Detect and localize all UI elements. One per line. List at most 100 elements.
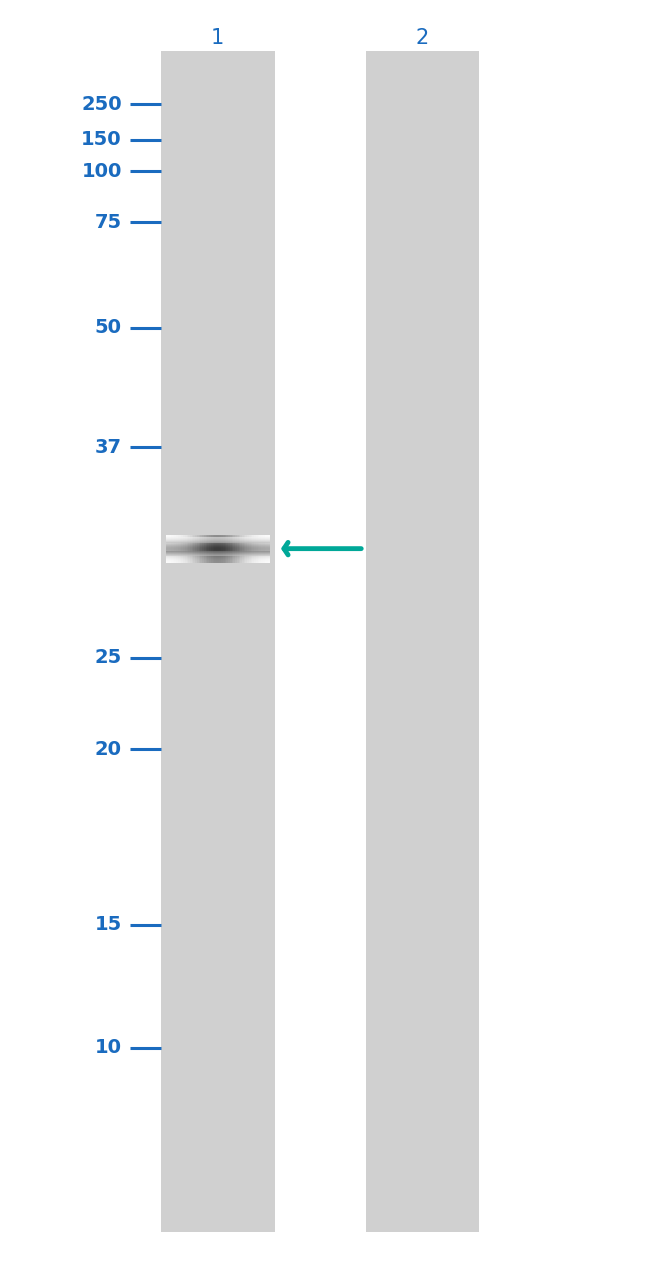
Bar	[181, 535, 183, 563]
Bar	[166, 545, 270, 546]
Bar	[168, 535, 170, 563]
Bar	[166, 560, 270, 561]
Bar	[166, 550, 270, 551]
Bar	[179, 535, 181, 563]
Bar	[166, 549, 270, 550]
Bar	[166, 547, 270, 549]
Bar	[188, 535, 190, 563]
Text: 150: 150	[81, 131, 122, 149]
Bar	[169, 535, 172, 563]
Bar	[194, 535, 196, 563]
Bar	[257, 535, 260, 563]
Text: 75: 75	[95, 213, 122, 231]
Bar	[166, 556, 270, 558]
Bar	[166, 535, 270, 536]
Bar	[237, 535, 239, 563]
Bar	[242, 535, 244, 563]
Bar	[240, 535, 242, 563]
Bar	[247, 535, 249, 563]
Bar	[226, 535, 228, 563]
Text: 1: 1	[211, 28, 224, 48]
Bar	[225, 535, 227, 563]
Bar	[166, 540, 270, 541]
Bar	[166, 558, 270, 559]
Bar	[228, 535, 230, 563]
Bar	[213, 535, 214, 563]
Bar	[266, 535, 268, 563]
Bar	[166, 542, 270, 544]
Bar	[205, 535, 208, 563]
Bar	[166, 561, 270, 563]
Bar	[259, 535, 261, 563]
Bar	[202, 535, 204, 563]
Bar	[166, 536, 270, 537]
Bar	[235, 535, 237, 563]
Bar	[166, 554, 270, 555]
Bar	[166, 550, 270, 551]
Bar	[254, 535, 256, 563]
Bar	[249, 535, 251, 563]
Bar	[216, 535, 218, 563]
Bar	[244, 535, 246, 563]
Bar	[166, 541, 270, 542]
Bar	[233, 535, 235, 563]
Bar	[214, 535, 216, 563]
Text: 37: 37	[95, 438, 122, 456]
Bar	[263, 535, 265, 563]
Bar	[265, 535, 266, 563]
Bar	[166, 559, 270, 560]
Bar	[230, 535, 232, 563]
Bar	[166, 544, 270, 545]
Bar	[197, 535, 199, 563]
Bar	[171, 535, 173, 563]
Bar	[256, 535, 258, 563]
Bar	[166, 552, 270, 554]
Bar	[223, 535, 225, 563]
Bar	[166, 561, 270, 563]
Bar	[161, 51, 274, 1232]
Bar	[166, 551, 270, 552]
Bar	[246, 535, 248, 563]
Bar	[251, 535, 253, 563]
Text: 10: 10	[95, 1039, 122, 1057]
Bar	[192, 535, 194, 563]
Bar	[261, 535, 263, 563]
Bar	[176, 535, 178, 563]
Bar	[166, 546, 270, 547]
Bar	[195, 535, 198, 563]
Bar	[211, 535, 213, 563]
Bar	[166, 544, 270, 545]
Bar	[173, 535, 175, 563]
Bar	[365, 51, 480, 1232]
Bar	[166, 538, 270, 540]
Bar	[166, 536, 270, 538]
Bar	[209, 535, 211, 563]
Bar	[231, 535, 234, 563]
Bar	[174, 535, 176, 563]
Bar	[185, 535, 187, 563]
Bar	[190, 535, 192, 563]
Bar	[187, 535, 188, 563]
Bar	[221, 535, 224, 563]
Text: 15: 15	[95, 916, 122, 933]
Bar	[207, 535, 209, 563]
Bar	[239, 535, 240, 563]
Bar	[166, 547, 270, 549]
Bar	[204, 535, 206, 563]
Text: 20: 20	[95, 740, 122, 758]
Bar	[268, 535, 270, 563]
Bar	[166, 558, 270, 559]
Bar	[166, 537, 270, 538]
Bar	[166, 540, 270, 541]
Bar	[166, 554, 270, 555]
Bar	[178, 535, 180, 563]
Bar	[199, 535, 201, 563]
Text: 25: 25	[95, 649, 122, 667]
Text: 250: 250	[81, 95, 122, 113]
Bar	[252, 535, 254, 563]
Text: 2: 2	[416, 28, 429, 48]
Bar	[183, 535, 185, 563]
Bar	[220, 535, 222, 563]
Bar	[200, 535, 203, 563]
Bar	[166, 535, 168, 563]
